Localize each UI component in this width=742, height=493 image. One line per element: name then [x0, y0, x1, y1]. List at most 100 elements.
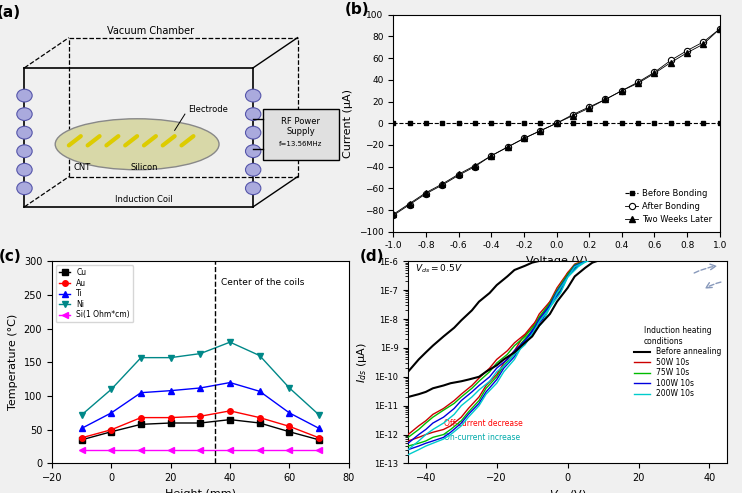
Legend: Before annealing, 50W 10s, 75W 10s, 100W 10s, 200W 10s: Before annealing, 50W 10s, 75W 10s, 100W…	[632, 324, 723, 401]
Before Bonding	[715, 120, 724, 126]
Ellipse shape	[246, 108, 261, 120]
Ni	[285, 385, 294, 391]
Text: Electrode: Electrode	[188, 105, 229, 114]
Two Weeks Later	[389, 211, 398, 217]
Text: On-current increase: On-current increase	[444, 433, 519, 442]
Before Bonding	[389, 120, 398, 126]
Ti	[226, 380, 234, 386]
Before Bonding	[536, 120, 545, 126]
Ti	[285, 410, 294, 416]
X-axis label: Voltage (V): Voltage (V)	[525, 256, 588, 266]
Line: Si(1 Ohm*cm): Si(1 Ohm*cm)	[79, 447, 322, 453]
Before Bonding	[405, 120, 414, 126]
After Bonding	[585, 104, 594, 110]
Ni	[315, 412, 324, 418]
Line: Ni: Ni	[79, 339, 322, 418]
Two Weeks Later	[715, 26, 724, 32]
After Bonding	[519, 136, 528, 141]
After Bonding	[487, 153, 496, 159]
Text: f=13.56MHz: f=13.56MHz	[279, 141, 323, 147]
Text: Vacuum Chamber: Vacuum Chamber	[107, 26, 194, 35]
Y-axis label: Current (μA): Current (μA)	[344, 89, 353, 158]
Ti	[166, 387, 175, 393]
Ellipse shape	[246, 163, 261, 176]
Ti	[107, 410, 116, 416]
Ti	[196, 385, 205, 391]
Si(1 Ohm*cm)	[255, 447, 264, 453]
Cu	[315, 437, 324, 443]
Y-axis label: $I_{ds}$ (μA): $I_{ds}$ (μA)	[355, 342, 369, 383]
Si(1 Ohm*cm)	[196, 447, 205, 453]
Two Weeks Later	[552, 120, 561, 126]
Text: RF Power: RF Power	[281, 116, 321, 126]
Legend: Cu, Au, Ti, Ni, Si(1 Ohm*cm): Cu, Au, Ti, Ni, Si(1 Ohm*cm)	[56, 265, 133, 322]
Line: Cu: Cu	[79, 417, 322, 443]
Two Weeks Later	[503, 144, 512, 150]
X-axis label: Height (mm): Height (mm)	[165, 489, 236, 493]
Ti	[137, 389, 145, 395]
After Bonding	[470, 164, 479, 170]
Ellipse shape	[246, 182, 261, 195]
Au	[137, 415, 145, 421]
Au	[196, 413, 205, 419]
Two Weeks Later	[454, 171, 463, 177]
Cu	[107, 429, 116, 435]
FancyBboxPatch shape	[263, 109, 338, 161]
After Bonding	[617, 88, 626, 94]
Two Weeks Later	[699, 41, 708, 47]
Cu	[77, 437, 86, 443]
Before Bonding	[421, 120, 430, 126]
Cu	[166, 420, 175, 426]
Line: Au: Au	[79, 408, 322, 441]
Text: Off-current decrease: Off-current decrease	[444, 419, 522, 428]
Si(1 Ohm*cm)	[315, 447, 324, 453]
Before Bonding	[666, 120, 675, 126]
Before Bonding	[470, 120, 479, 126]
After Bonding	[683, 48, 692, 54]
Ellipse shape	[17, 145, 32, 158]
After Bonding	[601, 97, 610, 103]
After Bonding	[666, 57, 675, 63]
Si(1 Ohm*cm)	[107, 447, 116, 453]
Y-axis label: Temperature (°C): Temperature (°C)	[8, 314, 18, 411]
Before Bonding	[699, 120, 708, 126]
Before Bonding	[438, 120, 447, 126]
Si(1 Ohm*cm)	[137, 447, 145, 453]
After Bonding	[389, 212, 398, 218]
Line: After Bonding: After Bonding	[390, 26, 723, 218]
Two Weeks Later	[536, 128, 545, 134]
Si(1 Ohm*cm)	[285, 447, 294, 453]
Before Bonding	[487, 120, 496, 126]
Si(1 Ohm*cm)	[166, 447, 175, 453]
Ellipse shape	[17, 108, 32, 120]
Text: (c): (c)	[0, 249, 22, 264]
Ellipse shape	[55, 119, 219, 170]
After Bonding	[536, 128, 545, 134]
Before Bonding	[683, 120, 692, 126]
Ni	[77, 412, 86, 418]
Au	[166, 415, 175, 421]
Two Weeks Later	[470, 163, 479, 169]
Before Bonding	[617, 120, 626, 126]
Before Bonding	[601, 120, 610, 126]
Legend: Before Bonding, After Bonding, Two Weeks Later: Before Bonding, After Bonding, Two Weeks…	[622, 185, 715, 228]
After Bonding	[421, 191, 430, 197]
Text: Center of the coils: Center of the coils	[221, 278, 304, 287]
After Bonding	[503, 144, 512, 150]
X-axis label: $V_{gs}$ (V): $V_{gs}$ (V)	[549, 489, 586, 493]
Text: Silicon: Silicon	[130, 163, 158, 172]
Ni	[137, 354, 145, 360]
After Bonding	[454, 173, 463, 178]
Ni	[255, 352, 264, 358]
Two Weeks Later	[666, 60, 675, 66]
Line: Ti: Ti	[79, 380, 322, 431]
Si(1 Ohm*cm)	[226, 447, 234, 453]
After Bonding	[405, 202, 414, 208]
Ellipse shape	[246, 145, 261, 158]
Text: (a): (a)	[0, 5, 22, 20]
Ni	[107, 387, 116, 392]
Cu	[255, 420, 264, 426]
After Bonding	[552, 120, 561, 126]
Before Bonding	[552, 120, 561, 126]
Ellipse shape	[246, 89, 261, 102]
